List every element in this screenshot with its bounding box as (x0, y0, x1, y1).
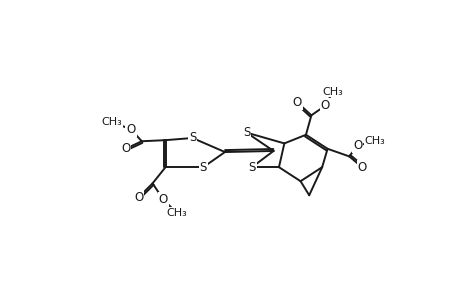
Text: S: S (199, 161, 207, 174)
Text: O: O (320, 99, 329, 112)
Text: S: S (248, 161, 255, 174)
Text: O: O (121, 142, 130, 155)
Text: S: S (242, 126, 250, 139)
Text: O: O (357, 161, 366, 174)
Text: CH₃: CH₃ (101, 117, 122, 127)
Text: O: O (292, 96, 301, 109)
Text: O: O (158, 193, 168, 206)
Text: CH₃: CH₃ (166, 208, 186, 218)
Text: S: S (189, 131, 196, 145)
Text: CH₃: CH₃ (364, 136, 385, 146)
Text: O: O (126, 123, 135, 136)
Text: O: O (353, 139, 362, 152)
Text: CH₃: CH₃ (322, 86, 342, 97)
Text: O: O (134, 191, 143, 204)
